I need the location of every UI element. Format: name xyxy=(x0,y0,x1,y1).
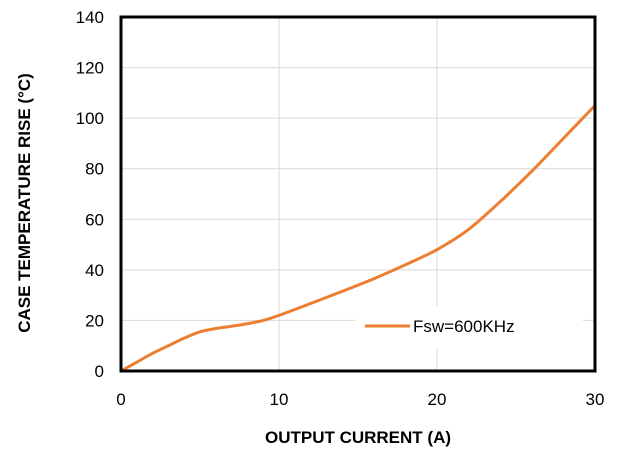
series-layer xyxy=(119,104,597,373)
y-tick-label: 120 xyxy=(76,59,104,78)
plot-area-border xyxy=(119,15,597,373)
y-axis-title: CASE TEMPERATURE RISE (°C) xyxy=(15,73,34,333)
y-tick-label: 60 xyxy=(85,210,104,229)
x-tick-label: 10 xyxy=(270,390,289,409)
legend: Fsw=600KHz xyxy=(355,306,583,348)
y-tick-label: 20 xyxy=(85,311,104,330)
y-tick-label: 80 xyxy=(85,160,104,179)
y-tick-label: 100 xyxy=(76,109,104,128)
y-axis-tick-labels: 0 20 40 60 80 100 120 140 xyxy=(76,8,104,381)
x-tick-label: 0 xyxy=(116,390,125,409)
legend-label: Fsw=600KHz xyxy=(413,317,515,336)
y-tick-label: 140 xyxy=(76,8,104,27)
x-axis-title: OUTPUT CURRENT (A) xyxy=(265,428,451,447)
y-tick-label: 0 xyxy=(95,362,104,381)
x-tick-label: 30 xyxy=(586,390,605,409)
x-axis-tick-labels: 0 10 20 30 xyxy=(116,390,604,409)
x-tick-label: 20 xyxy=(428,390,447,409)
y-tick-label: 40 xyxy=(85,261,104,280)
series-line xyxy=(119,104,597,373)
